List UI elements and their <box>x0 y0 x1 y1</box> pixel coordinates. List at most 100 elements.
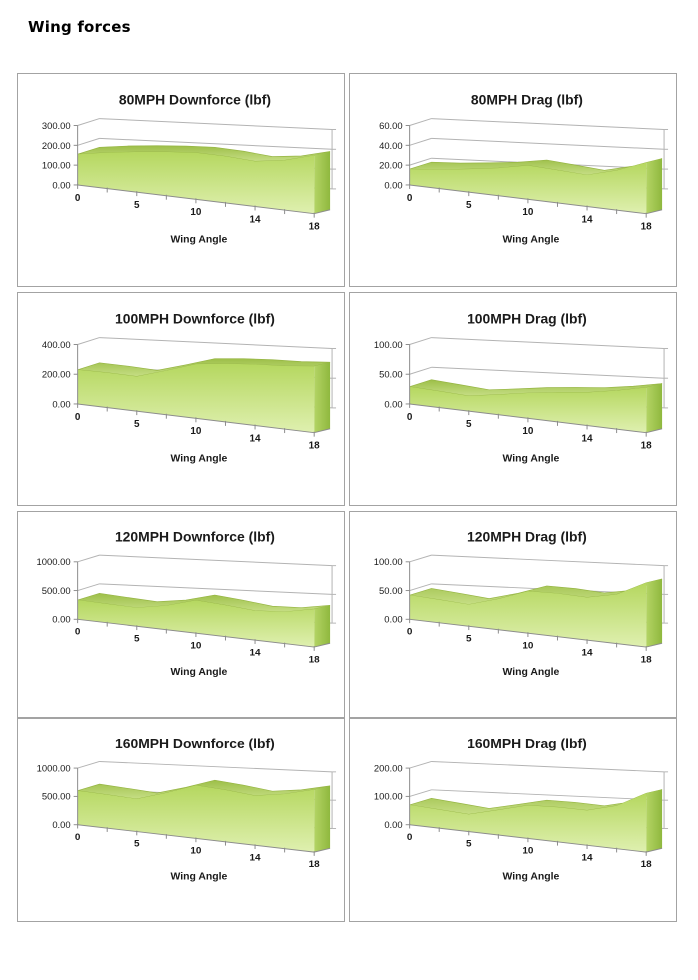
y-tick-label: 0.00 <box>52 179 70 190</box>
x-tick-label: 10 <box>190 846 201 857</box>
x-axis-title: Wing Angle <box>170 872 227 883</box>
chart-canvas: 0.00 100.00 200.00 0 5 10 14 18 Wing Angle 160MPH… <box>374 737 669 883</box>
area-front-face <box>77 785 315 853</box>
gridline-back <box>99 761 333 773</box>
x-axis-title: Wing Angle <box>170 234 227 245</box>
gridline-back <box>431 554 665 567</box>
chart-title: 80MPH Downforce (lbf) <box>119 92 271 108</box>
y-tick-label: 0.00 <box>384 179 402 190</box>
x-tick-label: 14 <box>250 433 262 444</box>
area-side-face <box>646 578 663 648</box>
x-tick-label: 5 <box>134 419 140 430</box>
gridline-side <box>77 137 100 146</box>
chart-title: 120MPH Drag (lbf) <box>467 530 587 545</box>
gridline-side <box>409 337 432 345</box>
x-tick-label: 0 <box>407 193 413 204</box>
chart-canvas: 0.00 20.00 40.00 60.00 0 5 10 14 18 Wing Angle 80M… <box>379 92 669 245</box>
chart-160mph-downforce: 0.00 500.00 1000.00 0 5 10 14 18 Wing Angle 160MP… <box>17 718 345 922</box>
x-tick-label: 18 <box>309 859 321 870</box>
gridline-side <box>77 118 100 126</box>
x-axis-title: Wing Angle <box>502 872 559 883</box>
chart-100mph-downforce: 0.00 200.00 400.00 0 5 10 14 18 Wing Angle 100MPH… <box>17 292 345 506</box>
y-tick-label: 200.00 <box>374 764 403 774</box>
x-tick-label: 18 <box>641 441 653 452</box>
gridline-side <box>409 118 432 126</box>
x-tick-label: 0 <box>407 832 413 843</box>
chart-120mph-drag: 0.00 50.00 100.00 0 5 10 14 18 Wing Angle 120MPH … <box>349 511 677 718</box>
x-tick-label: 18 <box>309 441 321 452</box>
area-front-face <box>409 793 647 853</box>
y-tick-label: 100.00 <box>42 160 71 171</box>
chart-canvas: 0.00 500.00 1000.00 0 5 10 14 18 Wing Angle 120MP… <box>37 530 337 678</box>
x-tick-label: 14 <box>582 433 594 444</box>
y-tick-label: 0.00 <box>52 398 70 409</box>
y-tick-label: 40.00 <box>379 140 403 151</box>
area-top-surface <box>409 379 663 397</box>
area-top-surface <box>77 592 331 613</box>
chart-canvas: 0.00 500.00 1000.00 0 5 10 14 18 Wing Angle 160MP… <box>37 737 337 883</box>
chart-160mph-drag: 0.00 100.00 200.00 0 5 10 14 18 Wing Angle 160MPH… <box>349 718 677 922</box>
gridline-side <box>409 157 432 166</box>
gridline-side <box>77 761 100 769</box>
x-tick-label: 0 <box>75 832 81 843</box>
x-tick-label: 14 <box>582 853 594 864</box>
y-tick-label: 0.00 <box>384 398 402 409</box>
chart-canvas: 0.00 50.00 100.00 0 5 10 14 18 Wing Angle 100MPH … <box>374 311 669 464</box>
gridline-back <box>99 583 333 595</box>
x-tick-label: 0 <box>75 412 81 423</box>
chart-canvas: 0.00 200.00 400.00 0 5 10 14 18 Wing Angle 100MPH… <box>42 311 337 464</box>
y-tick-label: 100.00 <box>374 557 403 567</box>
y-tick-label: 20.00 <box>379 160 403 171</box>
x-tick-label: 5 <box>466 200 472 211</box>
area-top-surface <box>409 789 663 815</box>
area-front-face <box>409 162 647 214</box>
y-tick-label: 1000.00 <box>37 557 71 567</box>
y-tick-label: 50.00 <box>379 586 403 596</box>
x-tick-label: 14 <box>250 853 262 864</box>
y-tick-label: 500.00 <box>42 586 71 596</box>
x-tick-label: 18 <box>641 222 653 233</box>
area-side-face <box>314 362 331 433</box>
area-side-face <box>314 785 331 853</box>
x-tick-label: 10 <box>190 207 202 218</box>
area-front-face <box>409 386 647 433</box>
chart-canvas: 0.00 100.00 200.00 300.00 0 5 10 14 18 Wing Angle… <box>42 92 337 245</box>
x-tick-label: 14 <box>250 648 262 659</box>
x-tick-label: 18 <box>309 222 321 233</box>
x-tick-label: 5 <box>466 634 472 645</box>
chart-canvas: 0.00 50.00 100.00 0 5 10 14 18 Wing Angle 120MPH … <box>374 530 669 678</box>
x-tick-label: 5 <box>134 634 140 645</box>
x-tick-label: 5 <box>466 839 472 850</box>
gridline-back <box>431 761 665 773</box>
gridline-back <box>431 366 665 379</box>
gridline-side <box>409 554 432 563</box>
area-side-face <box>314 605 331 648</box>
y-tick-label: 300.00 <box>42 120 71 131</box>
gridline-side <box>77 554 100 563</box>
gridline-back <box>99 137 333 150</box>
x-axis-title: Wing Angle <box>502 453 559 464</box>
y-tick-label: 50.00 <box>379 369 403 380</box>
chart-title: 100MPH Downforce (lbf) <box>115 311 275 327</box>
y-tick-label: 0.00 <box>52 820 70 830</box>
x-axis-title: Wing Angle <box>170 667 227 678</box>
x-axis-title: Wing Angle <box>502 667 559 678</box>
gridline-back <box>431 118 665 130</box>
gridline-back <box>99 118 333 130</box>
gridline-back <box>431 789 665 801</box>
chart-title: 160MPH Downforce (lbf) <box>115 737 275 752</box>
chart-title: 160MPH Drag (lbf) <box>467 737 587 752</box>
x-tick-label: 10 <box>190 426 202 437</box>
gridline-back <box>99 337 333 349</box>
area-front-face <box>77 151 315 214</box>
y-tick-label: 400.00 <box>42 339 71 350</box>
chart-title: 120MPH Downforce (lbf) <box>115 530 275 545</box>
area-side-face <box>314 151 331 214</box>
y-tick-label: 200.00 <box>42 369 71 380</box>
area-side-face <box>646 158 663 214</box>
chart-80mph-drag: 0.00 20.00 40.00 60.00 0 5 10 14 18 Wing Angle 80M… <box>349 73 677 287</box>
gridline-side <box>409 137 432 146</box>
x-tick-label: 0 <box>75 627 81 638</box>
y-tick-label: 0.00 <box>384 615 402 625</box>
